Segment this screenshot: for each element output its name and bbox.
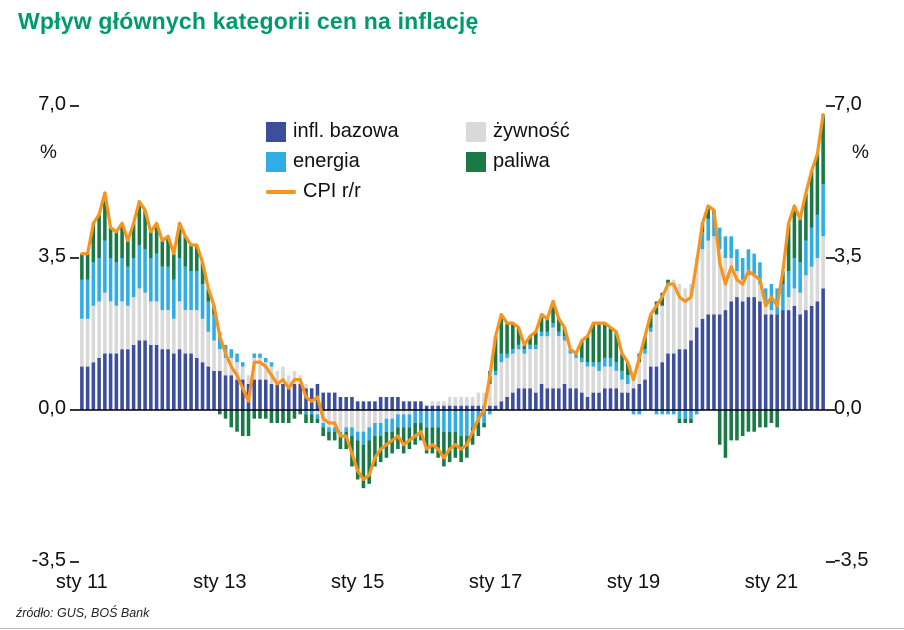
chart-title: Wpływ głównych kategorii cen na inflację xyxy=(18,8,479,34)
legend-swatch-energia xyxy=(266,151,286,172)
y-axis-label-left-neg3-5: -3,5 xyxy=(31,549,66,571)
y-axis-label-left-7: 7,0 xyxy=(38,93,66,115)
y-axis-label-right-3-5: 3,5 xyxy=(834,245,862,267)
legend-item-zywnosc: żywność xyxy=(466,120,646,143)
legend-label-zywnosc: żywność xyxy=(493,120,570,142)
source-note: źródło: GUS, BOŚ Bank xyxy=(16,606,150,620)
y-axis-label-left-0: 0,0 xyxy=(38,397,66,419)
legend-item-infl-bazowa: infl. bazowa xyxy=(266,120,466,143)
legend-label-energia: energia xyxy=(293,150,360,172)
x-axis-label-sty17: sty 17 xyxy=(468,571,523,593)
legend-swatch-infl-bazowa xyxy=(266,121,286,142)
cpi-line xyxy=(80,113,825,482)
x-axis-label-sty11: sty 11 xyxy=(55,571,108,593)
x-axis-label-sty19: sty 19 xyxy=(606,571,661,593)
x-axis-label-sty21: sty 21 xyxy=(744,571,799,593)
legend-swatch-paliwa xyxy=(466,151,486,172)
legend-label-paliwa: paliwa xyxy=(493,150,550,172)
legend-item-cpi: CPI r/r xyxy=(266,180,466,203)
x-axis-label-sty15: sty 15 xyxy=(331,571,385,593)
y-axis-label-right-7: 7,0 xyxy=(834,93,862,115)
x-axis-label-sty13: sty 13 xyxy=(193,571,247,593)
y-axis-label-left-3-5: 3,5 xyxy=(38,245,66,267)
legend-line-marker-cpi xyxy=(266,189,296,194)
y-axis-label-right-neg3-5: -3,5 xyxy=(834,549,869,571)
y-axis-unit-left: % xyxy=(40,142,57,163)
chart-legend: infl. bazowa żywność energia paliwa CPI … xyxy=(266,120,646,203)
legend-label-infl-bazowa: infl. bazowa xyxy=(293,120,399,142)
legend-label-cpi: CPI r/r xyxy=(303,180,361,202)
axis-lines xyxy=(70,105,835,563)
y-axis-unit-right: % xyxy=(852,142,869,163)
legend-item-paliwa: paliwa xyxy=(466,150,646,173)
legend-item-energia: energia xyxy=(266,150,466,173)
stacked-bars xyxy=(80,114,825,489)
bottom-divider xyxy=(0,628,904,629)
legend-swatch-zywnosc xyxy=(466,121,486,142)
y-axis-label-right-0: 0,0 xyxy=(834,397,862,419)
